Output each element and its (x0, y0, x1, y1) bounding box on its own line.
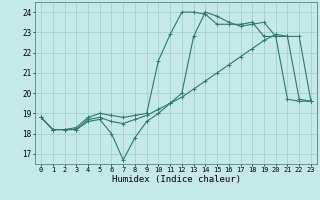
X-axis label: Humidex (Indice chaleur): Humidex (Indice chaleur) (111, 175, 241, 184)
